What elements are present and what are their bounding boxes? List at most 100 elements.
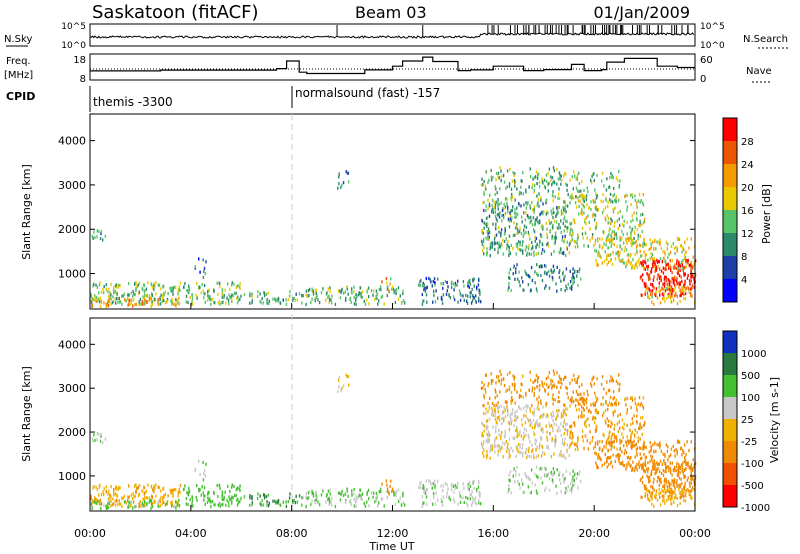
velocity-cell xyxy=(235,493,237,498)
power-cell xyxy=(485,223,487,227)
velocity-cell xyxy=(545,402,547,406)
power-cell xyxy=(613,243,615,247)
velocity-cell xyxy=(295,494,297,498)
power-cell xyxy=(676,247,678,251)
power-cell xyxy=(494,207,496,211)
velocity-cell xyxy=(207,490,209,494)
velocity-cell xyxy=(116,487,118,491)
power-cell xyxy=(647,273,649,277)
velocity-cell xyxy=(164,492,166,496)
velocity-cell xyxy=(629,465,632,469)
power-cell xyxy=(593,172,595,176)
power-cell xyxy=(653,286,655,290)
power-cell xyxy=(534,270,536,274)
power-cell xyxy=(144,302,146,306)
velocity-cell xyxy=(560,415,563,419)
power-cell xyxy=(498,241,500,245)
velocity-cell xyxy=(221,490,224,494)
power-colorbar-tick: 8 xyxy=(741,252,747,263)
velocity-cell xyxy=(355,499,357,503)
power-cell xyxy=(571,175,573,179)
velocity-cell xyxy=(132,497,134,501)
power-cell xyxy=(584,220,586,224)
velocity-cell xyxy=(618,389,620,393)
nsky-trace xyxy=(89,25,695,39)
velocity-cell xyxy=(418,485,420,489)
velocity-colorbar-tick: 25 xyxy=(741,415,754,426)
velocity-cell xyxy=(670,502,673,506)
velocity-cell xyxy=(158,504,160,508)
power-cell xyxy=(541,279,544,283)
power-cell xyxy=(596,173,598,178)
velocity-cell xyxy=(347,383,350,387)
power-cell xyxy=(135,281,137,285)
velocity-cell xyxy=(476,488,478,492)
power-cell xyxy=(545,212,547,216)
velocity-cell xyxy=(528,436,530,440)
velocity-cell xyxy=(548,422,550,426)
power-cell xyxy=(662,282,664,286)
velocity-cell xyxy=(231,495,233,499)
velocity-cell xyxy=(569,431,572,435)
power-cell xyxy=(544,270,546,274)
power-cell xyxy=(611,200,614,204)
velocity-cell xyxy=(659,443,661,447)
velocity-cell xyxy=(500,372,502,377)
power-cell xyxy=(549,229,551,233)
power-cell xyxy=(684,297,687,301)
power-cell xyxy=(470,301,473,305)
velocity-cell xyxy=(594,401,596,405)
velocity-cell xyxy=(545,377,548,381)
velocity-cell xyxy=(116,494,118,498)
velocity-cell xyxy=(674,493,677,497)
velocity-cell xyxy=(530,421,533,425)
velocity-cell xyxy=(480,442,483,446)
power-cell xyxy=(636,251,638,255)
time-tick-label: 08:00 xyxy=(276,527,308,540)
velocity-cell xyxy=(493,439,496,443)
velocity-cell xyxy=(576,472,579,476)
power-cell xyxy=(634,266,636,270)
power-cell xyxy=(600,255,602,259)
velocity-cell xyxy=(643,446,645,451)
velocity-cell xyxy=(613,445,615,449)
power-cell xyxy=(355,296,357,301)
velocity-cell xyxy=(565,375,567,379)
power-cell xyxy=(556,182,558,186)
velocity-cell xyxy=(633,439,635,443)
velocity-cell xyxy=(96,499,99,503)
power-cell xyxy=(426,300,428,304)
velocity-cell xyxy=(291,499,294,503)
power-cell xyxy=(619,223,621,227)
power-cell xyxy=(481,249,484,253)
power-cell xyxy=(592,214,594,218)
velocity-cell xyxy=(607,448,610,452)
power-cell xyxy=(366,288,368,292)
velocity-cell xyxy=(585,401,588,405)
velocity-cell xyxy=(581,396,583,400)
velocity-cell xyxy=(648,480,650,484)
power-cell xyxy=(370,289,373,293)
power-cell xyxy=(650,251,652,256)
velocity-cell xyxy=(687,463,689,467)
power-cell xyxy=(522,234,524,238)
velocity-cell xyxy=(503,383,506,388)
power-cell xyxy=(563,240,565,244)
velocity-cell xyxy=(595,429,597,433)
velocity-cell xyxy=(603,411,605,415)
power-cell xyxy=(177,292,179,296)
velocity-cell xyxy=(560,453,562,457)
velocity-cell xyxy=(535,489,538,493)
velocity-cell xyxy=(618,373,620,377)
power-cell xyxy=(142,295,144,299)
velocity-cell xyxy=(541,467,543,471)
velocity-cell xyxy=(288,496,291,500)
power-cell xyxy=(552,166,555,170)
power-cell xyxy=(133,282,136,286)
time-axis: 00:00 04:00 08:00 12:00 16:00 20:00 00:00 xyxy=(74,303,711,540)
power-cell xyxy=(644,257,646,261)
power-cell xyxy=(693,277,695,281)
velocity-cell xyxy=(569,434,571,438)
power-cell xyxy=(202,275,205,280)
velocity-cell xyxy=(667,465,669,469)
